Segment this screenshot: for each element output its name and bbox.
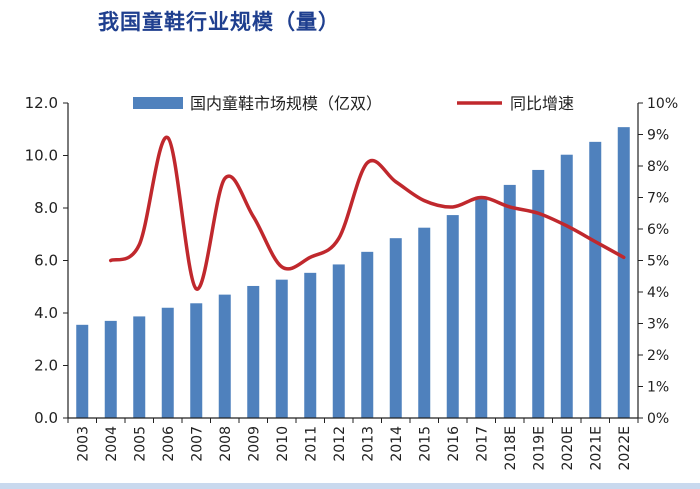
legend-bar-swatch [133, 97, 183, 109]
y-right-tick-label: 6% [647, 222, 669, 238]
x-tick-label: 2021E [588, 426, 604, 470]
bar-2021E [589, 141, 602, 418]
growth-rate-line [109, 135, 626, 291]
y-right-tick-label: 10% [647, 96, 678, 112]
y-right-tick-label: 1% [647, 380, 669, 396]
y-left-tick-label: 8.0 [34, 199, 58, 217]
x-tick-label: 2004 [104, 426, 120, 462]
y-left-tick-label: 12.0 [25, 94, 58, 112]
x-tick-label: 2022E [617, 426, 633, 470]
bar-2011 [304, 272, 317, 418]
bar-series [76, 127, 630, 419]
bar-2016 [446, 215, 459, 418]
bar-2009 [247, 285, 260, 418]
bar-2005 [133, 316, 146, 418]
x-tick-label: 2019E [531, 426, 547, 470]
x-tick-label: 2010 [275, 426, 291, 462]
x-tick-label: 2008 [218, 426, 234, 462]
y-left-tick-label: 2.0 [34, 357, 58, 375]
legend-bar-label: 国内童鞋市场规模（亿双） [190, 94, 382, 113]
y-right-tick-label: 4% [647, 285, 669, 301]
bar-2018E [503, 184, 516, 418]
y-left-tick-label: 6.0 [34, 252, 58, 270]
bar-2006 [161, 307, 174, 418]
y-right-tick-label: 5% [647, 254, 669, 270]
axes: 0.0 2.0 4.0 6.0 8.0 10.0 12.0 0% 1% 2% 3% 4% 5% 6% 7% 8… [25, 94, 679, 470]
bar-2008 [218, 294, 231, 418]
bar-2020E [560, 154, 573, 418]
x-tick-label: 2003 [75, 426, 91, 462]
x-tick-label: 2007 [189, 426, 205, 462]
x-tick-label: 2014 [389, 426, 405, 462]
y-left-tick-label: 10.0 [25, 147, 58, 165]
bar-2013 [361, 251, 374, 418]
y-right-tick-label: 9% [647, 128, 669, 144]
bar-2017 [475, 198, 488, 418]
y-left-tick-label: 0.0 [34, 409, 58, 427]
x-tick-label: 2005 [132, 426, 148, 462]
x-tick-label: 2016 [446, 426, 462, 462]
x-tick-label: 2011 [303, 426, 319, 462]
bar-2022E [617, 127, 630, 419]
bar-2012 [332, 264, 345, 418]
line-series [109, 135, 626, 291]
x-tick-label: 2009 [246, 426, 262, 462]
legend-line-label: 同比增速 [510, 94, 574, 113]
y-right-tick-label: 7% [647, 191, 669, 207]
x-tick-label: 2015 [417, 426, 433, 462]
y-right-tick-label: 3% [647, 317, 669, 333]
x-tick-label: 2006 [161, 426, 177, 462]
page-title: 我国童鞋行业规模（量） [98, 10, 340, 34]
y-right-tick-label: 0% [647, 411, 669, 427]
bar-2019E [532, 169, 545, 418]
x-tick-label: 2020E [560, 426, 576, 470]
bar-2007 [190, 303, 203, 418]
y-right-tick-label: 8% [647, 159, 669, 175]
y-left-tick-label: 4.0 [34, 304, 58, 322]
bar-2004 [104, 320, 117, 418]
bar-2010 [275, 279, 288, 418]
legend: 国内童鞋市场规模（亿双） 同比增速 [133, 94, 574, 113]
y-right-tick-label: 2% [647, 348, 669, 364]
bottom-rule [0, 483, 700, 489]
x-tick-label: 2013 [360, 426, 376, 462]
bar-2014 [389, 238, 402, 418]
bar-2003 [76, 324, 89, 418]
x-tick-label: 2012 [332, 426, 348, 462]
bar-2015 [418, 227, 431, 418]
x-tick-label: 2017 [474, 426, 490, 462]
x-tick-label: 2018E [503, 426, 519, 470]
